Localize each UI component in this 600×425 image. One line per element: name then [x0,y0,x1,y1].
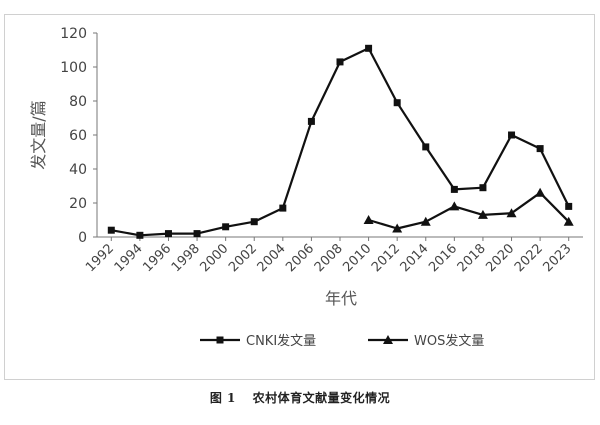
x-tick-label: 2016 [426,241,460,275]
x-axis-label: 年代 [325,289,357,308]
series-1 [107,44,573,239]
y-tick-label: 20 [69,196,87,212]
x-tick-label: 2006 [283,241,317,275]
data-point [479,184,487,192]
x-tick-label: 2008 [312,241,346,275]
x-tick-label: 2012 [369,241,403,275]
data-point [136,231,144,239]
x-tick-label: 2022 [512,241,546,275]
data-point [107,226,115,234]
line-chart: 0 20 40 60 80 100 120 199219941996199820002002… [29,26,583,349]
figure-number: 图 1 [209,391,236,405]
x-tick-label: 1996 [140,241,174,275]
chart-frame [4,14,595,380]
x-tick-labels: 1992199419961998200020022004200620082010… [83,241,574,275]
x-tick-label: 2020 [483,241,517,275]
data-point [250,218,258,226]
data-point [393,99,401,107]
legend-label: CNKI发文量 [246,333,316,349]
legend-label: WOS发文量 [414,333,484,349]
series-line [111,47,570,237]
data-point [535,187,546,197]
x-tick-label: 2023 [541,241,575,275]
x-tick-label: 1994 [112,241,146,275]
data-point [449,201,460,211]
y-tick-label: 120 [60,26,87,42]
data-point [565,202,573,210]
y-axis-label: 发文量/篇 [29,100,48,169]
y-tick-label: 60 [69,128,87,144]
series-layer [107,44,574,239]
legend-marker [216,336,224,344]
legend: CNKI发文量 WOS发文量 [200,333,484,349]
data-point [450,185,458,193]
axes [93,32,583,241]
x-tick-label: 2002 [226,241,260,275]
x-tick-label: 2000 [197,241,231,275]
x-tick-label: 1992 [83,241,117,275]
legend-item-2: WOS发文量 [368,333,484,349]
data-point [222,223,230,231]
data-point [336,58,344,66]
data-point [363,215,374,224]
x-tick-label: 2010 [340,241,374,275]
legend-marker [383,335,393,344]
data-point [164,230,172,238]
y-tick-label: 100 [60,60,87,76]
data-point [365,44,373,52]
y-tick-label: 0 [78,230,87,246]
legend-item-1: CNKI发文量 [200,333,316,349]
x-tick-label: 2014 [398,241,432,275]
data-point [506,208,517,218]
figure-caption: 图 1 农村体育文献量变化情况 [0,389,600,406]
data-point [563,216,574,226]
y-tick-labels: 0 20 40 60 80 100 120 [60,26,87,246]
data-point [508,131,516,139]
figure-title: 农村体育文献量变化情况 [252,391,391,405]
data-point [422,143,430,151]
data-point [279,204,287,212]
data-point [420,216,431,226]
data-point [477,209,488,219]
series-line [368,191,570,230]
y-tick-label: 80 [69,94,87,110]
x-tick-label: 2004 [255,241,289,275]
data-point [536,145,544,153]
data-point [193,230,201,238]
series-2 [363,187,574,233]
y-tick-label: 40 [69,162,87,178]
x-tick-label: 2018 [455,241,489,275]
x-tick-label: 1998 [169,241,203,275]
data-point [307,117,315,125]
data-point [392,223,403,233]
